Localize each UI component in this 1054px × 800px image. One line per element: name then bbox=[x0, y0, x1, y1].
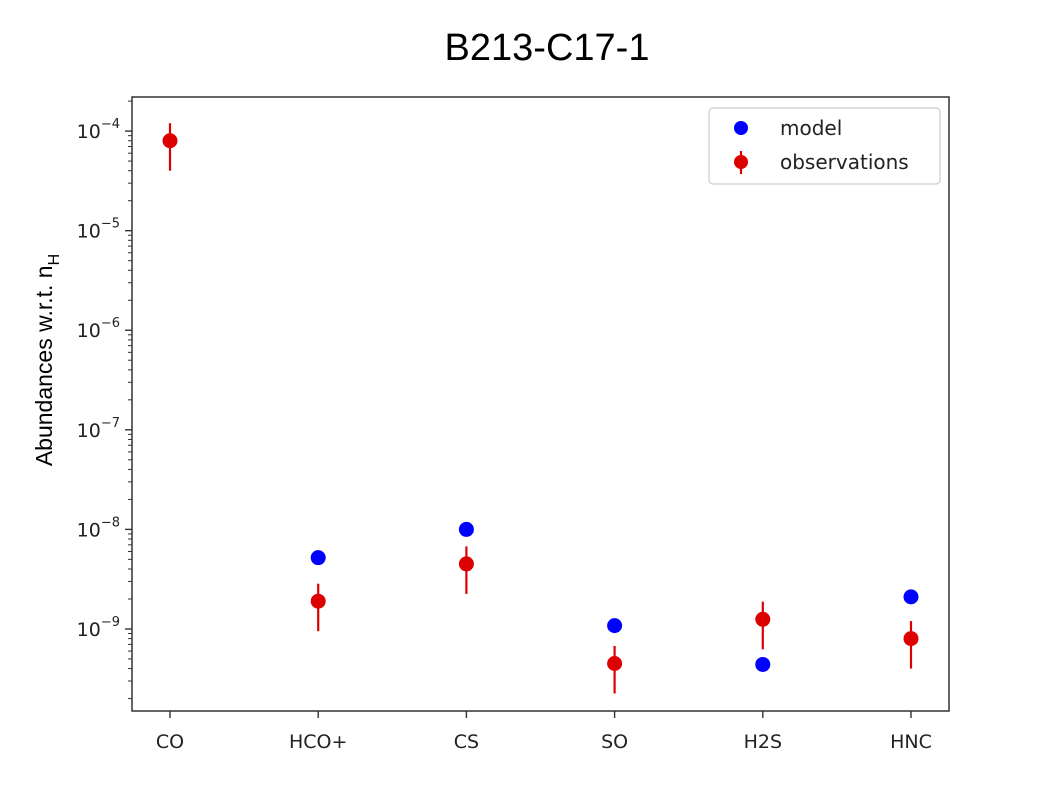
y-tick-exponent: −8 bbox=[101, 515, 120, 530]
legend: model observations bbox=[708, 107, 941, 185]
observation-point bbox=[755, 611, 771, 627]
y-tick-label: 10−8 bbox=[77, 515, 120, 541]
y-tick-exponent: −6 bbox=[101, 316, 120, 331]
chart-title: B213-C17-1 bbox=[445, 27, 650, 69]
y-axis-ticks: 10−410−510−610−710−810−9 bbox=[77, 100, 132, 700]
y-tick-exponent: −5 bbox=[101, 217, 120, 232]
y-tick-base: 10 bbox=[77, 519, 101, 541]
y-tick-base: 10 bbox=[77, 420, 101, 442]
legend-box bbox=[708, 107, 941, 185]
y-tick-base: 10 bbox=[77, 320, 101, 342]
legend-observations-label: observations bbox=[780, 150, 909, 174]
y-axis-label-subscript: H bbox=[46, 254, 63, 266]
model-point bbox=[458, 521, 474, 537]
y-tick-label: 10−9 bbox=[77, 615, 120, 641]
y-axis-label: Abundances w.r.t. nH bbox=[31, 254, 63, 466]
model-point bbox=[310, 550, 326, 566]
x-tick-label: SO bbox=[601, 731, 628, 753]
y-tick-label: 10−6 bbox=[77, 316, 120, 342]
legend-observations-marker bbox=[734, 155, 748, 169]
observation-point bbox=[903, 631, 919, 647]
observation-point bbox=[458, 556, 474, 572]
legend-model-label: model bbox=[780, 116, 842, 140]
model-point bbox=[607, 618, 623, 634]
y-tick-exponent: −9 bbox=[101, 615, 120, 630]
y-tick-exponent: −7 bbox=[101, 416, 120, 431]
x-tick-label: HNC bbox=[890, 731, 932, 753]
x-tick-label: CO bbox=[156, 731, 184, 753]
y-tick-base: 10 bbox=[77, 121, 101, 143]
y-tick-base: 10 bbox=[77, 619, 101, 641]
legend-model-marker bbox=[734, 121, 748, 135]
y-axis-label-main: Abundances w.r.t. n bbox=[31, 265, 57, 466]
y-tick-base: 10 bbox=[77, 221, 101, 243]
y-tick-exponent: −4 bbox=[101, 117, 120, 132]
model-point bbox=[903, 589, 919, 605]
x-tick-label: HCO+ bbox=[289, 731, 347, 753]
y-tick-label: 10−4 bbox=[77, 117, 120, 143]
observation-point bbox=[162, 133, 178, 149]
observation-point bbox=[607, 655, 623, 671]
observation-point bbox=[310, 593, 326, 609]
data-marks bbox=[162, 123, 919, 694]
y-tick-label: 10−7 bbox=[77, 416, 120, 442]
x-tick-label: CS bbox=[454, 731, 479, 753]
y-tick-label: 10−5 bbox=[77, 217, 120, 243]
x-axis-ticks: CO HCO+ CS SO H2S HNC bbox=[156, 711, 932, 753]
model-point bbox=[755, 656, 771, 672]
x-tick-label: H2S bbox=[744, 731, 782, 753]
plot-frame bbox=[131, 96, 950, 712]
